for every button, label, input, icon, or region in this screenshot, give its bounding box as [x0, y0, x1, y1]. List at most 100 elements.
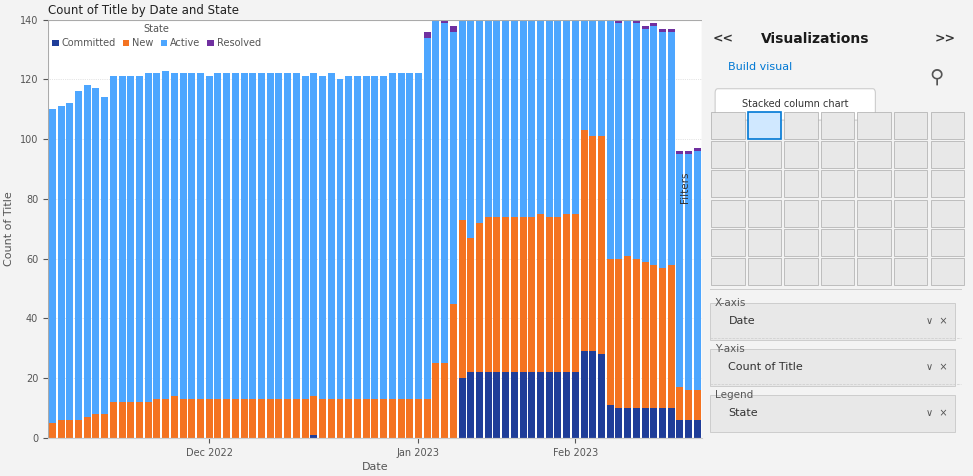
Bar: [154, 73, 161, 399]
Bar: [310, 435, 317, 438]
Bar: [223, 73, 231, 399]
Bar: [493, 0, 500, 217]
FancyBboxPatch shape: [711, 141, 744, 168]
FancyBboxPatch shape: [894, 199, 927, 227]
Bar: [354, 399, 361, 438]
Bar: [345, 399, 352, 438]
Bar: [572, 214, 579, 372]
FancyBboxPatch shape: [709, 303, 955, 340]
Bar: [625, 14, 631, 20]
Bar: [205, 77, 213, 399]
Bar: [119, 402, 126, 438]
Bar: [49, 109, 55, 423]
Bar: [563, 372, 570, 438]
FancyBboxPatch shape: [702, 20, 969, 438]
Bar: [136, 402, 143, 438]
Bar: [127, 402, 134, 438]
Legend: Committed, New, Active, Resolved: Committed, New, Active, Resolved: [48, 20, 265, 52]
Bar: [398, 73, 405, 399]
FancyBboxPatch shape: [894, 258, 927, 285]
Bar: [607, 20, 614, 259]
Bar: [520, 217, 526, 372]
FancyBboxPatch shape: [715, 89, 876, 120]
Bar: [293, 399, 300, 438]
FancyBboxPatch shape: [784, 199, 817, 227]
FancyBboxPatch shape: [821, 112, 854, 139]
Bar: [162, 399, 169, 438]
Bar: [232, 73, 238, 399]
Bar: [659, 29, 667, 32]
Bar: [650, 408, 658, 438]
Bar: [145, 402, 152, 438]
Bar: [685, 420, 692, 438]
FancyBboxPatch shape: [930, 112, 964, 139]
FancyBboxPatch shape: [821, 141, 854, 168]
Bar: [171, 396, 178, 438]
FancyBboxPatch shape: [857, 199, 891, 227]
Bar: [337, 399, 343, 438]
FancyBboxPatch shape: [821, 170, 854, 198]
Bar: [546, 0, 553, 217]
FancyBboxPatch shape: [857, 229, 891, 256]
Text: Date: Date: [729, 316, 755, 326]
Bar: [476, 372, 483, 438]
Bar: [667, 265, 674, 408]
Bar: [414, 73, 422, 399]
FancyBboxPatch shape: [821, 258, 854, 285]
Bar: [485, 217, 491, 372]
Bar: [607, 405, 614, 438]
Bar: [154, 399, 161, 438]
Bar: [49, 423, 55, 438]
FancyBboxPatch shape: [747, 258, 781, 285]
Bar: [632, 408, 640, 438]
Bar: [423, 399, 431, 438]
FancyBboxPatch shape: [784, 170, 817, 198]
Bar: [537, 0, 544, 214]
FancyBboxPatch shape: [857, 170, 891, 198]
Bar: [293, 73, 300, 399]
Bar: [659, 408, 667, 438]
Text: X-axis: X-axis: [715, 298, 746, 308]
Bar: [57, 420, 64, 438]
Bar: [450, 304, 456, 438]
Bar: [485, 0, 491, 217]
Bar: [616, 408, 623, 438]
Bar: [414, 399, 422, 438]
Bar: [685, 154, 692, 390]
Bar: [676, 151, 683, 154]
Bar: [258, 73, 265, 399]
Bar: [616, 17, 623, 23]
Bar: [694, 151, 701, 390]
Bar: [101, 414, 108, 438]
Bar: [48, 20, 702, 438]
FancyBboxPatch shape: [930, 258, 964, 285]
Bar: [75, 420, 82, 438]
Bar: [555, 0, 561, 217]
Text: ⚲: ⚲: [929, 68, 944, 87]
FancyBboxPatch shape: [747, 229, 781, 256]
Bar: [197, 399, 204, 438]
Bar: [616, 23, 623, 259]
Text: Count of Title: Count of Title: [729, 362, 804, 372]
Bar: [423, 38, 431, 399]
Bar: [563, 214, 570, 372]
Bar: [685, 390, 692, 420]
Bar: [180, 73, 187, 399]
FancyBboxPatch shape: [747, 141, 781, 168]
Bar: [485, 372, 491, 438]
Bar: [641, 29, 649, 262]
Bar: [180, 399, 187, 438]
FancyBboxPatch shape: [821, 199, 854, 227]
Bar: [284, 73, 291, 399]
Bar: [625, 20, 631, 256]
Bar: [267, 399, 273, 438]
FancyBboxPatch shape: [930, 141, 964, 168]
Bar: [337, 79, 343, 399]
FancyBboxPatch shape: [784, 141, 817, 168]
Bar: [407, 73, 414, 399]
Bar: [162, 70, 169, 399]
Bar: [511, 217, 518, 372]
Text: <<: <<: [712, 32, 734, 45]
Text: ∨  ×: ∨ ×: [926, 408, 948, 418]
Bar: [328, 399, 335, 438]
